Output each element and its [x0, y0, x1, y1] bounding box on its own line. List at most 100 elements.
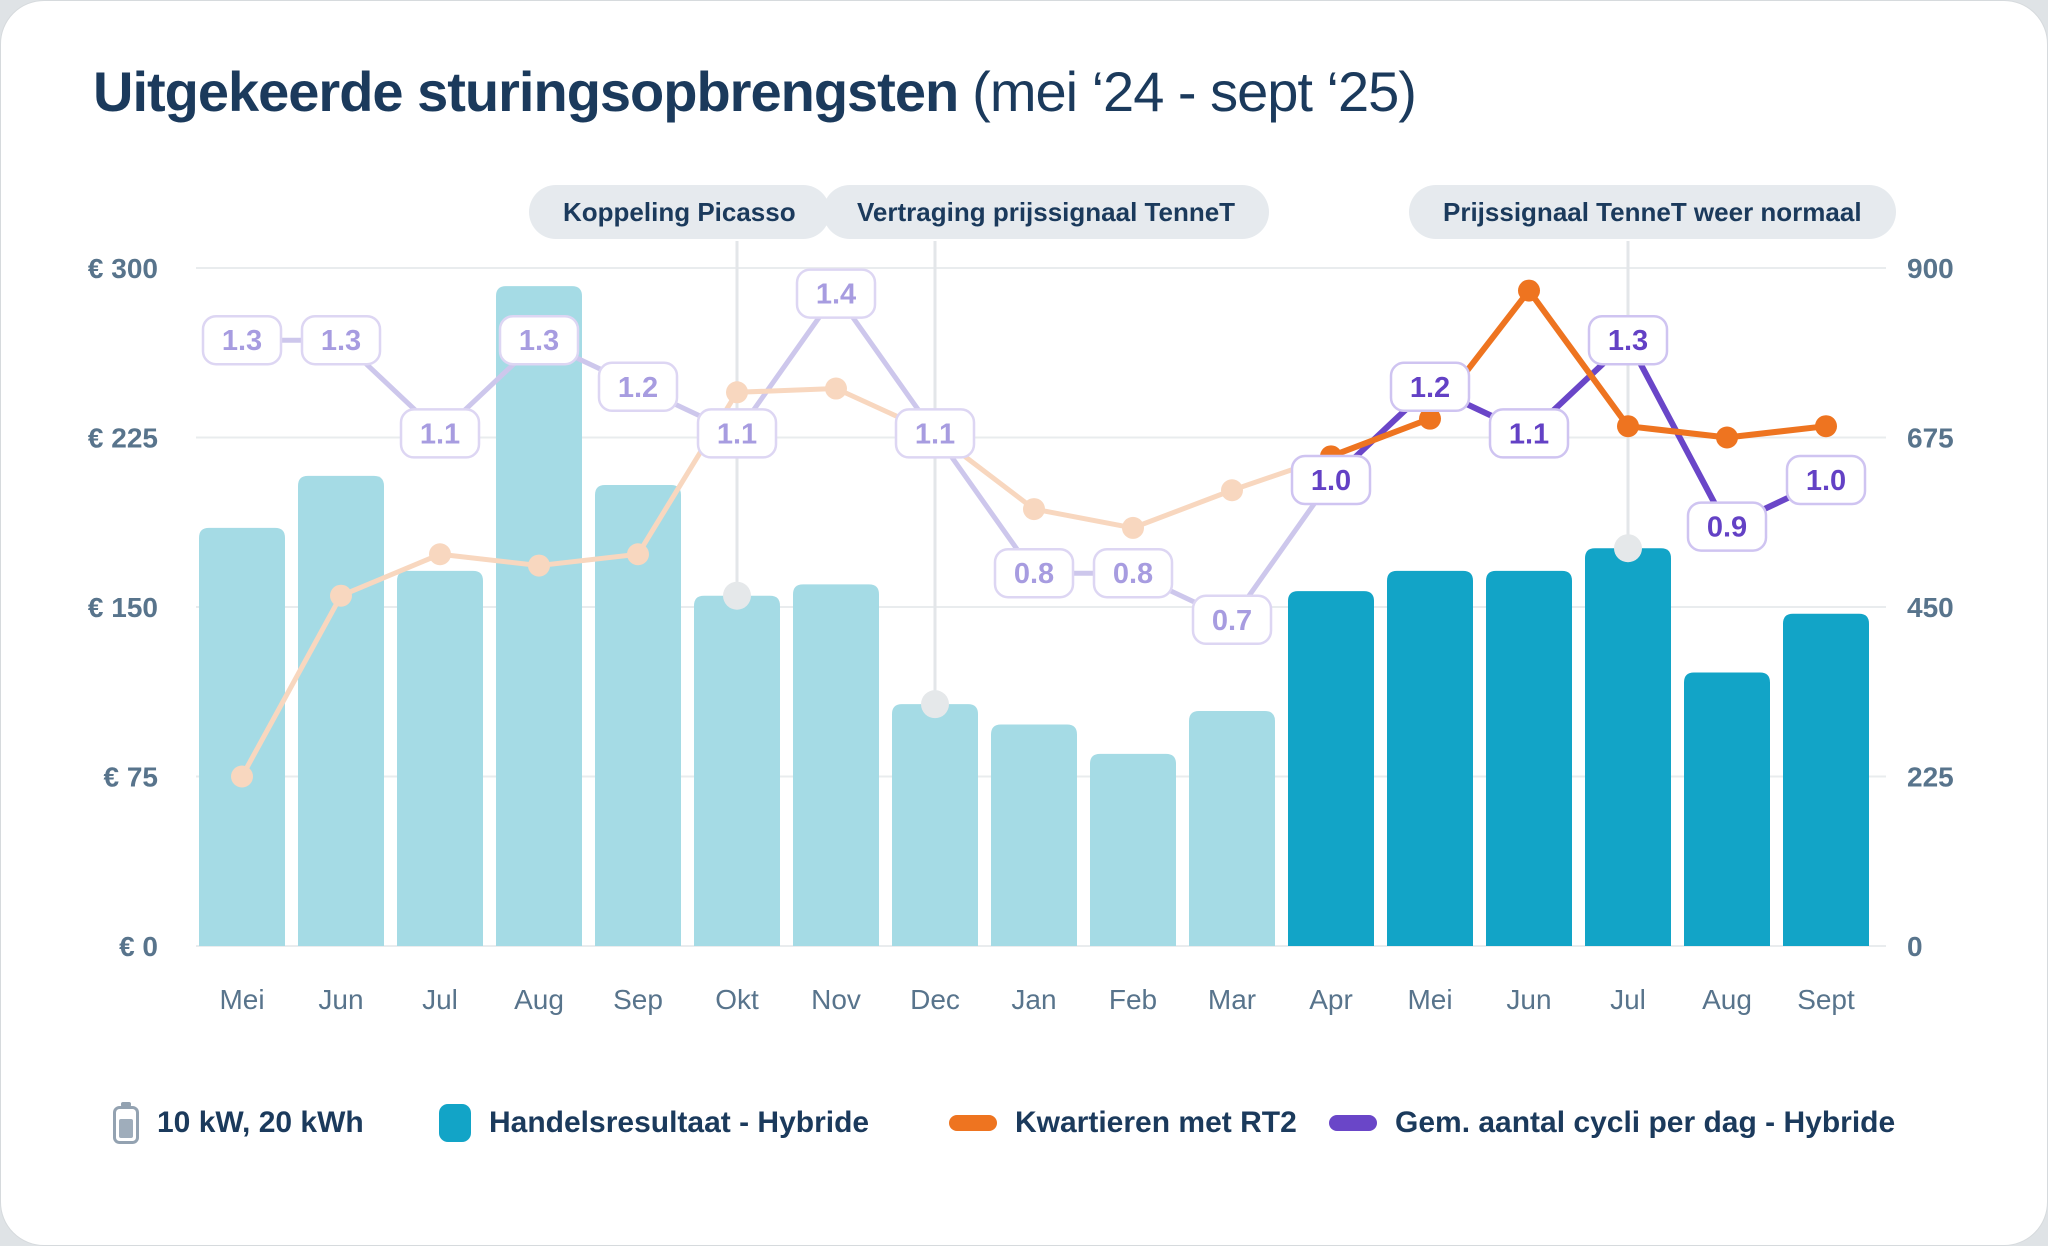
cycles-value-badge — [1191, 594, 1273, 646]
axis-tick-label: € 150 — [88, 592, 158, 623]
cycles-value-label: 1.3 — [321, 325, 361, 357]
rt2-point-faded — [429, 543, 451, 566]
rt2-point-faded — [726, 381, 748, 404]
rt2-point-solid — [1815, 415, 1837, 438]
cycles-value-label: 0.7 — [1212, 605, 1252, 637]
axis-tick-label: Sept — [1797, 984, 1855, 1015]
annotation-badge-koppeling-picasso: Koppeling Picasso — [529, 185, 830, 239]
bar-mei-12 — [1387, 570, 1473, 946]
orange-line-swatch — [949, 1115, 997, 1131]
purple-line-swatch — [1329, 1115, 1377, 1131]
cycles-value-badge — [300, 314, 382, 366]
cycles-value-badge — [1587, 314, 1669, 366]
legend-label-kwartieren: Kwartieren met RT2 — [1015, 1106, 1297, 1139]
rt2-point-solid — [1518, 279, 1540, 302]
title-period: (mei ‘24 - sept ‘25) — [972, 60, 1417, 123]
axis-tick-label: Nov — [811, 984, 861, 1015]
annotation-badge-prijssignaal-normaal: Prijssignaal TenneT weer normaal — [1409, 185, 1896, 239]
axis-tick-label: Jun — [318, 984, 363, 1015]
bar-jul-2 — [397, 570, 483, 946]
axis-tick-label: Jan — [1011, 984, 1056, 1015]
rt2-point-solid — [1716, 426, 1738, 449]
rt2-point-faded — [330, 584, 352, 607]
chart-legend: 10 kW, 20 kWh Handelsresultaat - Hybride… — [1, 1097, 2047, 1149]
axis-tick-label: Mei — [1407, 984, 1452, 1015]
axis-tick-label: € 75 — [104, 762, 159, 793]
axis-tick-label: Dec — [910, 984, 960, 1015]
bar-series-swatch — [439, 1104, 471, 1142]
cycles-value-badge — [1290, 454, 1372, 506]
rt2-point-faded — [1122, 516, 1144, 539]
axis-tick-label: € 225 — [88, 423, 158, 454]
cycles-value-badge — [894, 408, 976, 459]
cycles-value-badge — [1488, 408, 1570, 459]
cycles-value-label: 1.3 — [519, 325, 559, 357]
cycles-value-badge — [1389, 361, 1471, 413]
cycles-value-badge — [498, 314, 580, 366]
axis-tick-label: 225 — [1907, 762, 1954, 793]
axis-tick-label: Aug — [514, 984, 564, 1015]
cycles-value-label: 0.8 — [1014, 558, 1054, 590]
bar-jun-1 — [298, 475, 384, 946]
bar-dec-7 — [892, 704, 978, 946]
cycles-value-label: 1.1 — [1509, 418, 1549, 450]
battery-icon — [113, 1102, 139, 1144]
cycles-value-label: 1.3 — [222, 325, 262, 357]
cycles-value-label: 1.1 — [420, 418, 460, 450]
axis-tick-label: Jul — [422, 984, 458, 1015]
bar-jan-8 — [991, 724, 1077, 946]
axis-tick-label: € 300 — [88, 253, 158, 284]
cycles-value-badge — [201, 314, 283, 366]
legend-label-battery: 10 kW, 20 kWh — [157, 1106, 364, 1139]
annotation-anchor-dot — [921, 690, 949, 719]
annotation-anchor-dot — [1614, 534, 1642, 563]
cycles-value-badge — [795, 268, 877, 319]
axis-tick-label: Okt — [715, 984, 759, 1015]
cycles-value-badge — [993, 547, 1075, 599]
rt2-line-faded — [239, 386, 1332, 778]
legend-item-cycli: Gem. aantal cycli per dag - Hybride — [1329, 1097, 1895, 1149]
cycles-value-label: 1.0 — [1806, 465, 1846, 497]
cycles-value-label: 1.0 — [1311, 465, 1351, 497]
bar-aug-3 — [496, 286, 582, 947]
axis-tick-label: Sep — [613, 984, 663, 1015]
legend-item-kwartieren: Kwartieren met RT2 — [949, 1097, 1297, 1149]
cycles-value-label: 0.8 — [1113, 558, 1153, 590]
bar-sept-16 — [1783, 613, 1869, 946]
title-main: Uitgekeerde sturingsopbrengsten — [93, 60, 959, 123]
annotation-badge-vertraging-prijssignaal: Vertraging prijssignaal TenneT — [823, 185, 1270, 239]
cycles-value-label: 1.1 — [915, 418, 955, 450]
axis-tick-label: Mei — [219, 984, 264, 1015]
bar-jun-13 — [1486, 570, 1572, 946]
axis-tick-label: Mar — [1208, 984, 1256, 1015]
cycles-value-label: 1.2 — [1410, 372, 1450, 404]
cycles-value-badge — [597, 361, 679, 413]
bar-aug-15 — [1684, 672, 1770, 946]
cycles-value-label: 1.4 — [816, 279, 856, 311]
rt2-point-solid — [1419, 407, 1441, 430]
axis-tick-label: Feb — [1109, 984, 1157, 1015]
axis-tick-label: 675 — [1907, 423, 1954, 454]
bar-okt-5 — [694, 595, 780, 946]
bar-mar-10 — [1189, 710, 1275, 946]
bar-sep-4 — [595, 484, 681, 946]
legend-label-handelsresultaat: Handelsresultaat - Hybride — [489, 1106, 870, 1139]
rt2-point-faded — [231, 765, 253, 788]
axis-tick-label: 900 — [1907, 253, 1954, 284]
bar-apr-11 — [1288, 591, 1374, 946]
axis-tick-label: Aug — [1702, 984, 1752, 1015]
axis-tick-label: € 0 — [119, 931, 158, 962]
bar-mei-0 — [199, 527, 285, 946]
legend-item-battery: 10 kW, 20 kWh — [113, 1097, 364, 1149]
annotation-anchor-dot — [723, 581, 751, 610]
rt2-point-faded — [528, 554, 550, 577]
axis-tick-label: Jul — [1610, 984, 1646, 1015]
cycles-value-label: 0.9 — [1707, 512, 1747, 544]
cycles-value-badge — [1785, 454, 1867, 506]
bar-jul-14 — [1585, 548, 1671, 946]
bar-nov-6 — [793, 584, 879, 946]
rt2-point-solid — [1617, 415, 1639, 438]
cycles-value-badge — [1686, 501, 1768, 552]
rt2-line-solid — [1329, 287, 1827, 460]
